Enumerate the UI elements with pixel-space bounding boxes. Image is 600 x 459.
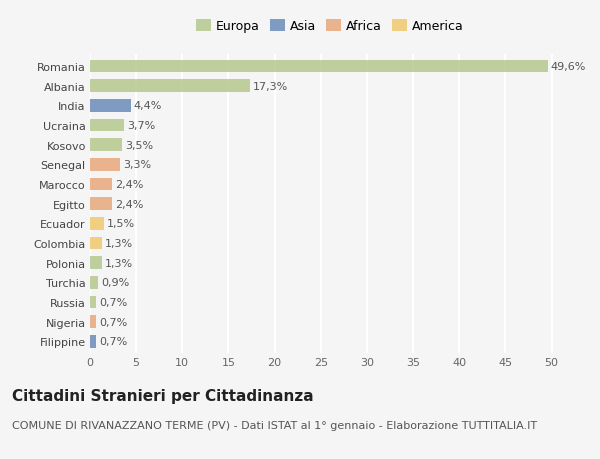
Bar xyxy=(90,159,121,171)
Text: COMUNE DI RIVANAZZANO TERME (PV) - Dati ISTAT al 1° gennaio - Elaborazione TUTTI: COMUNE DI RIVANAZZANO TERME (PV) - Dati … xyxy=(12,420,537,430)
Text: 0,9%: 0,9% xyxy=(101,278,130,288)
Text: 4,4%: 4,4% xyxy=(133,101,162,111)
Bar xyxy=(90,61,548,73)
Text: 3,5%: 3,5% xyxy=(125,140,153,151)
Text: 49,6%: 49,6% xyxy=(551,62,586,72)
Text: 0,7%: 0,7% xyxy=(99,297,127,308)
Bar xyxy=(90,218,104,230)
Text: 2,4%: 2,4% xyxy=(115,199,143,209)
Bar xyxy=(90,198,112,211)
Bar xyxy=(90,139,122,152)
Text: 1,3%: 1,3% xyxy=(105,258,133,268)
Text: Cittadini Stranieri per Cittadinanza: Cittadini Stranieri per Cittadinanza xyxy=(12,388,314,403)
Bar xyxy=(90,119,124,132)
Bar xyxy=(90,178,112,191)
Bar xyxy=(90,316,97,328)
Legend: Europa, Asia, Africa, America: Europa, Asia, Africa, America xyxy=(193,17,467,37)
Text: 17,3%: 17,3% xyxy=(253,82,288,91)
Bar xyxy=(90,276,98,289)
Bar xyxy=(90,335,97,348)
Text: 3,7%: 3,7% xyxy=(127,121,155,131)
Text: 0,7%: 0,7% xyxy=(99,317,127,327)
Text: 1,3%: 1,3% xyxy=(105,239,133,248)
Text: 0,7%: 0,7% xyxy=(99,336,127,347)
Bar xyxy=(90,257,102,269)
Bar xyxy=(90,80,250,93)
Text: 1,5%: 1,5% xyxy=(107,219,135,229)
Bar xyxy=(90,100,131,112)
Bar xyxy=(90,237,102,250)
Text: 2,4%: 2,4% xyxy=(115,179,143,190)
Text: 3,3%: 3,3% xyxy=(123,160,151,170)
Bar xyxy=(90,296,97,309)
